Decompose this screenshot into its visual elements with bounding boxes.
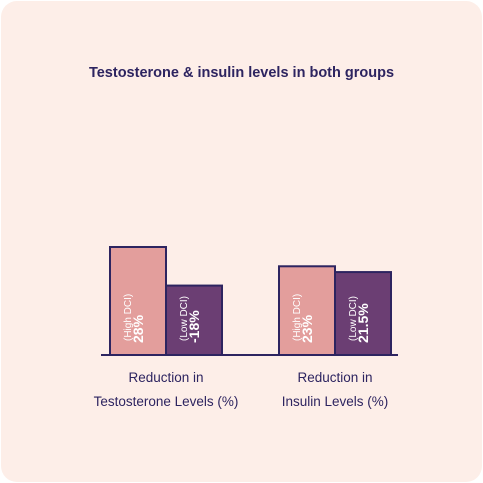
category-label-line: Testosterone Levels (%) xyxy=(93,394,239,409)
chart-title: Testosterone & insulin levels in both gr… xyxy=(88,65,395,81)
bar-value-label-0-0: 28%(High DCI) xyxy=(123,294,146,343)
category-label-line: Reduction in xyxy=(128,370,204,385)
bar-value-label-1-0: 23%(High DCI) xyxy=(292,294,315,343)
bar-0-1 xyxy=(165,284,223,357)
category-label-0: Reduction in Testosterone Levels (%) xyxy=(66,366,266,414)
category-label-line: Reduction in xyxy=(297,370,373,385)
bar-value-label-1-1: 21.5%(Low DCI) xyxy=(348,296,371,343)
category-label-line: Insulin Levels (%) xyxy=(281,394,389,409)
category-label-1: Reduction in Insulin Levels (%) xyxy=(235,366,435,414)
bar-0-0 xyxy=(109,246,167,356)
bar-value-label-0-1: -18%(Low DCI) xyxy=(179,296,202,343)
bar-1-1 xyxy=(334,271,392,357)
